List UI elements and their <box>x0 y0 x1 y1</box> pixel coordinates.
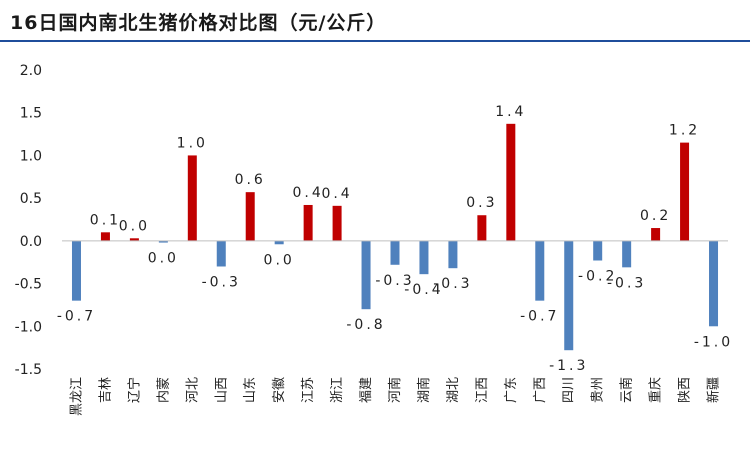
bar <box>245 192 255 241</box>
category-label: 湖南 <box>416 377 432 403</box>
y-tick-label: 1.5 <box>20 106 42 122</box>
category-label: 吉林 <box>98 377 113 403</box>
data-labels: -0.70.10.00.01.0-0.30.60.00.40.4-0.8-0.3… <box>57 104 733 374</box>
bar <box>535 240 545 301</box>
bar <box>187 155 197 241</box>
y-tick-label: -0.5 <box>15 277 42 293</box>
bar <box>303 204 313 241</box>
title-underline <box>0 40 750 42</box>
bar <box>216 240 226 267</box>
category-labels: 黑龙江 吉林 辽宁 内蒙 河北 山西 山东 安徽 江苏 浙江 福建 河南 湖南 湖北 江西 广东 广西 四川 贵州云… <box>69 377 721 416</box>
data-label: -0.3 <box>375 273 414 289</box>
category-label: 陕西 <box>678 377 693 403</box>
y-tick-label: 0.5 <box>20 191 42 207</box>
category-label: 云南 <box>619 377 635 403</box>
data-label: -0.7 <box>57 309 96 325</box>
data-label: -1.3 <box>549 358 588 374</box>
bar <box>129 238 139 241</box>
category-label: 广西 <box>533 377 548 403</box>
category-label: 重庆 <box>648 377 664 403</box>
y-tick-label: -1.5 <box>15 362 42 378</box>
data-label: -0.8 <box>346 317 385 333</box>
bar <box>419 240 429 275</box>
data-label: 0.3 <box>466 195 497 211</box>
category-label: 湖北 <box>446 377 461 403</box>
category-label: 江西 <box>475 377 490 403</box>
category-label: 河南 <box>387 377 403 403</box>
category-label: 新疆 <box>706 377 722 403</box>
y-tick-label: 0.0 <box>20 234 42 250</box>
data-label: -1.0 <box>694 334 733 350</box>
bars <box>71 123 719 351</box>
category-label: 河北 <box>185 377 200 403</box>
data-label: 0.0 <box>148 251 179 267</box>
bar <box>332 205 342 241</box>
category-label: 江苏 <box>300 377 316 403</box>
bar <box>71 240 81 301</box>
bar <box>564 240 574 351</box>
data-label: 0.0 <box>264 252 295 268</box>
bar <box>100 232 110 241</box>
data-label: -0.3 <box>202 274 241 290</box>
bar <box>390 240 400 265</box>
bar <box>274 240 284 245</box>
bar <box>651 228 661 241</box>
bar <box>158 240 168 243</box>
y-tick-label: 2.0 <box>20 63 42 79</box>
bar <box>361 240 371 310</box>
category-label: 安徽 <box>272 377 287 403</box>
category-label: 四川 <box>562 377 577 403</box>
bar <box>477 215 487 241</box>
data-label: 0.6 <box>235 172 266 188</box>
category-label: 辽宁 <box>126 377 142 403</box>
category-label: 山西 <box>214 377 229 403</box>
data-label: 0.1 <box>90 212 121 228</box>
bar <box>622 240 632 268</box>
category-label: 黑龙江 <box>69 377 84 416</box>
category-label: 贵州 <box>591 377 606 403</box>
category-label: 内蒙 <box>155 377 171 403</box>
category-label: 浙江 <box>330 377 345 403</box>
bar <box>448 240 458 269</box>
bar <box>680 142 690 241</box>
category-label: 广东 <box>504 377 519 403</box>
bar <box>593 240 603 261</box>
y-tick-label: -1.0 <box>15 319 42 335</box>
y-axis-ticks: 2.0 1.5 1.0 0.5 0.0 -0.5 -1.0 -1.5 <box>15 63 42 378</box>
data-label: 1.4 <box>495 104 526 120</box>
bar <box>709 240 719 327</box>
data-label: -0.7 <box>520 309 559 325</box>
data-label: -0.3 <box>607 275 646 291</box>
chart-title: 16日国内南北生猪价格对比图（元/公斤） <box>10 12 387 34</box>
data-label: -0.3 <box>433 276 472 292</box>
data-label: 1.2 <box>669 123 700 139</box>
data-label: -0.2 <box>578 269 617 285</box>
bar <box>506 123 516 241</box>
data-label: 0.0 <box>119 218 150 234</box>
data-label: 1.0 <box>177 135 208 151</box>
data-label: -0.4 <box>404 282 443 298</box>
data-label: 0.4 <box>321 186 352 202</box>
category-label: 福建 <box>359 377 374 403</box>
y-tick-label: 1.0 <box>20 148 42 164</box>
data-label: 0.4 <box>292 185 323 201</box>
data-label: 0.2 <box>640 208 671 224</box>
category-label: 山东 <box>243 377 258 403</box>
